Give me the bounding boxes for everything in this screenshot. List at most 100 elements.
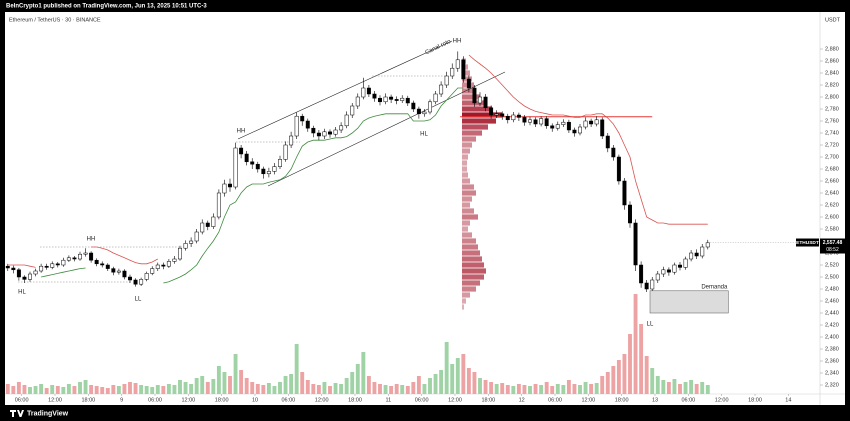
- profile-bar: [462, 148, 470, 154]
- candle-body: [378, 97, 382, 103]
- candle-body: [311, 127, 316, 134]
- symbol-tag-text: ETHUSDT: [796, 240, 819, 246]
- candle-body: [372, 93, 377, 99]
- candle-body: [489, 107, 494, 116]
- volume-bar: [278, 382, 282, 394]
- profile-bar: [462, 226, 468, 232]
- candle-body: [544, 118, 549, 127]
- candle-body: [239, 147, 244, 155]
- candle-body: [44, 265, 49, 268]
- volume-bar: [644, 356, 649, 394]
- candle-body: [66, 257, 71, 261]
- annotation: HL: [18, 290, 26, 296]
- x-tick-label: 06:00: [681, 397, 695, 403]
- profile-bar: [462, 166, 467, 172]
- volume-bar: [689, 380, 694, 394]
- profile-bar: [462, 238, 476, 244]
- x-tick-label: 06:00: [281, 397, 295, 403]
- volume-bar: [594, 383, 599, 394]
- y-tick-label: 2,740: [825, 130, 839, 136]
- candle-body: [94, 259, 99, 265]
- candle-body: [566, 121, 571, 131]
- volume-bar: [478, 378, 482, 394]
- volume-bar: [105, 388, 110, 394]
- axes: 2,320 2,340 2,360 2,380 2,400 2,420 2,440 2,460…: [15, 46, 839, 403]
- trail-line: [7, 54, 708, 268]
- volume-bar: [222, 372, 227, 394]
- volume-bar: [116, 386, 121, 394]
- y-tick-label: 2,860: [825, 58, 839, 64]
- candle-body: [28, 273, 32, 280]
- volume-bar: [705, 385, 710, 394]
- volume-bar: [639, 324, 644, 394]
- volume-bar: [494, 384, 499, 394]
- candle-body: [389, 96, 394, 100]
- volume-bar: [650, 368, 655, 394]
- candle-body: [250, 161, 255, 165]
- volume-bar: [233, 354, 238, 394]
- y-tick-label: 2,760: [825, 118, 839, 124]
- candle-body: [505, 115, 510, 121]
- profile-bar: [462, 286, 476, 292]
- volume-bar: [516, 384, 521, 394]
- y-tick-label: 2,440: [825, 310, 839, 316]
- volume-bar: [355, 364, 360, 394]
- volume-bar: [628, 334, 632, 394]
- candle-body: [611, 147, 616, 158]
- volume-bar: [111, 385, 116, 394]
- candle-body: [172, 258, 177, 262]
- y-tick-label: 2,520: [825, 262, 839, 268]
- candle-body: [700, 246, 705, 257]
- volume-bar: [522, 385, 527, 394]
- x-tick-label: 18:00: [748, 397, 762, 403]
- volume-bar: [55, 386, 60, 394]
- candle-body: [683, 258, 688, 268]
- volume-bar: [283, 376, 288, 394]
- annotation: LL: [647, 322, 654, 328]
- candle-body: [116, 270, 121, 273]
- volume-bar: [183, 382, 188, 394]
- candle-body: [678, 264, 682, 268]
- candle-body: [650, 279, 655, 290]
- candle-body: [572, 129, 577, 134]
- profile-bar: [462, 94, 480, 100]
- candle-body: [83, 252, 88, 255]
- profile-bar: [462, 292, 470, 298]
- volume-bar: [455, 358, 460, 394]
- volume-bar: [194, 378, 199, 394]
- volume-bar: [189, 384, 194, 394]
- y-tick-label: 2,460: [825, 298, 839, 304]
- volume-bar: [50, 385, 55, 394]
- annotation: HH: [237, 129, 246, 135]
- candle-body: [383, 96, 388, 103]
- y-tick-label: 2,840: [825, 70, 839, 76]
- candle-body: [478, 96, 482, 104]
- candle-body: [583, 120, 588, 128]
- profile-bar: [462, 202, 470, 208]
- candle-body: [289, 135, 294, 146]
- y-tick-label: 2,800: [825, 94, 839, 100]
- profile-bar: [462, 304, 464, 310]
- candle-body: [511, 114, 516, 121]
- volume-bar: [272, 386, 277, 394]
- x-tick-label: 18:00: [81, 397, 95, 403]
- candle-body: [89, 252, 94, 261]
- candle-body: [361, 87, 366, 98]
- currency-label: USDT: [825, 17, 841, 23]
- candle-body: [539, 118, 544, 125]
- candle-body: [294, 115, 299, 137]
- volume-bar: [22, 385, 27, 394]
- x-tick-label: 06:00: [415, 397, 429, 403]
- volume-bar: [311, 384, 316, 394]
- candle-body: [266, 171, 271, 175]
- candle-body: [283, 144, 288, 160]
- channel-upper: [237, 40, 453, 140]
- volume-bar: [411, 382, 416, 394]
- volume-bar: [205, 382, 210, 394]
- candle-body: [228, 183, 232, 188]
- volume-bar: [83, 380, 88, 394]
- profile-bar: [462, 232, 472, 238]
- candle-body: [616, 156, 621, 182]
- candle-body: [628, 204, 632, 224]
